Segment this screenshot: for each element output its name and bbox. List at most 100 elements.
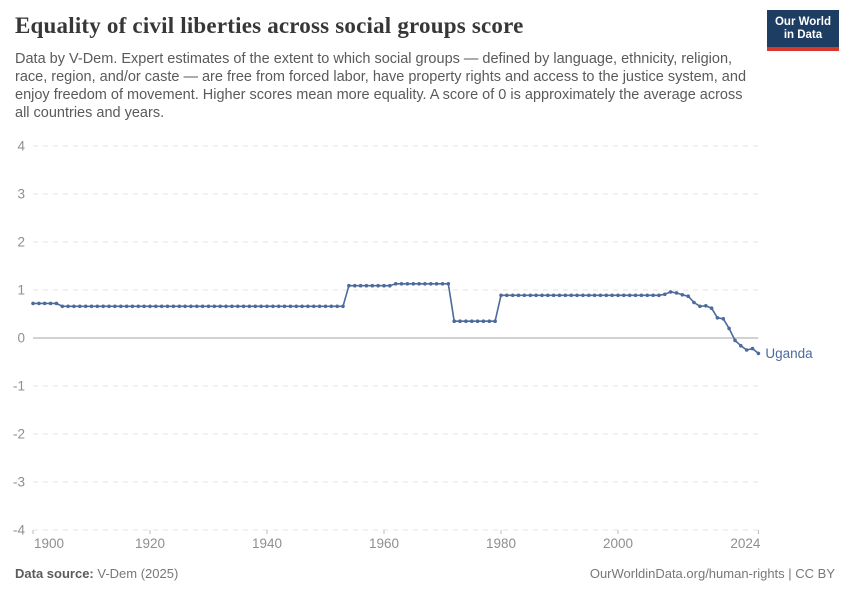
data-point[interactable]	[42, 301, 47, 306]
data-point[interactable]	[698, 304, 702, 309]
data-point[interactable]	[715, 316, 720, 320]
data-point[interactable]	[651, 293, 655, 298]
data-point[interactable]	[575, 293, 579, 298]
data-point[interactable]	[376, 283, 380, 288]
data-point[interactable]	[247, 304, 252, 309]
data-point[interactable]	[546, 293, 550, 298]
data-point[interactable]	[534, 293, 538, 298]
data-point[interactable]	[604, 293, 609, 298]
data-point[interactable]	[458, 319, 462, 323]
data-point[interactable]	[674, 291, 679, 295]
data-point[interactable]	[189, 304, 193, 309]
data-point[interactable]	[282, 304, 287, 309]
data-point[interactable]	[83, 304, 88, 309]
data-point[interactable]	[388, 283, 392, 288]
data-point[interactable]	[475, 319, 480, 323]
data-point[interactable]	[627, 293, 632, 298]
data-point[interactable]	[499, 293, 503, 298]
data-point[interactable]	[89, 304, 94, 309]
uganda-series-line[interactable]	[33, 283, 759, 355]
data-point[interactable]	[633, 293, 638, 298]
data-point[interactable]	[353, 283, 357, 288]
data-point[interactable]	[756, 351, 761, 356]
data-point[interactable]	[382, 283, 386, 288]
data-point[interactable]	[130, 304, 135, 309]
data-point[interactable]	[417, 282, 421, 286]
data-point[interactable]	[510, 293, 515, 298]
data-point[interactable]	[212, 304, 217, 309]
data-point[interactable]	[54, 301, 59, 306]
data-point[interactable]	[195, 304, 199, 309]
data-point[interactable]	[563, 293, 568, 298]
data-point[interactable]	[142, 304, 146, 309]
data-point[interactable]	[253, 304, 258, 309]
data-point[interactable]	[312, 304, 316, 309]
data-point[interactable]	[481, 319, 486, 323]
data-point[interactable]	[224, 304, 228, 309]
data-point[interactable]	[230, 304, 234, 309]
data-point[interactable]	[66, 304, 70, 309]
data-point[interactable]	[183, 304, 187, 309]
data-point[interactable]	[323, 304, 328, 309]
data-point[interactable]	[470, 319, 474, 323]
data-point[interactable]	[639, 293, 644, 298]
data-point[interactable]	[610, 293, 614, 298]
data-point[interactable]	[78, 304, 82, 309]
data-point[interactable]	[206, 304, 211, 309]
data-point[interactable]	[744, 348, 749, 352]
data-point[interactable]	[72, 304, 76, 309]
data-point[interactable]	[709, 306, 714, 310]
data-point[interactable]	[200, 304, 205, 309]
data-point[interactable]	[663, 292, 667, 297]
data-point[interactable]	[405, 282, 410, 286]
data-point[interactable]	[101, 304, 105, 309]
data-point[interactable]	[119, 304, 123, 309]
data-point[interactable]	[60, 304, 65, 309]
data-point[interactable]	[440, 282, 445, 286]
data-point[interactable]	[31, 301, 35, 306]
data-point[interactable]	[464, 319, 468, 323]
data-point[interactable]	[587, 293, 591, 298]
data-point[interactable]	[516, 293, 521, 298]
data-point[interactable]	[686, 294, 690, 298]
data-point[interactable]	[522, 293, 527, 298]
data-point[interactable]	[645, 293, 650, 298]
data-point[interactable]	[434, 282, 439, 286]
data-point[interactable]	[505, 293, 509, 298]
data-point[interactable]	[335, 304, 340, 309]
data-point[interactable]	[218, 304, 222, 309]
data-point[interactable]	[452, 319, 457, 323]
data-point[interactable]	[37, 301, 41, 306]
data-point[interactable]	[487, 319, 492, 323]
data-point[interactable]	[429, 282, 433, 286]
data-point[interactable]	[423, 282, 427, 286]
data-point[interactable]	[159, 304, 164, 309]
data-point[interactable]	[692, 300, 696, 305]
data-point[interactable]	[329, 304, 334, 309]
data-point[interactable]	[727, 326, 731, 331]
data-point[interactable]	[581, 293, 585, 298]
data-point[interactable]	[557, 293, 562, 298]
series-label-uganda[interactable]: Uganda	[765, 346, 813, 361]
data-point[interactable]	[236, 304, 240, 309]
data-point[interactable]	[680, 293, 685, 297]
data-point[interactable]	[668, 290, 673, 294]
data-point[interactable]	[148, 304, 152, 309]
data-point[interactable]	[113, 304, 117, 309]
data-point[interactable]	[177, 304, 182, 309]
chart-canvas[interactable]: 4 3 2 1 0 -1 -2 -3 -4 1900 1920 1940 1960 1980 2000 202…	[0, 135, 850, 560]
data-point[interactable]	[265, 304, 269, 309]
data-point[interactable]	[739, 343, 743, 348]
data-point[interactable]	[616, 293, 620, 298]
data-point[interactable]	[569, 293, 573, 298]
data-point[interactable]	[358, 283, 363, 288]
data-point[interactable]	[750, 346, 755, 351]
data-point[interactable]	[276, 304, 281, 309]
data-point[interactable]	[364, 283, 369, 288]
data-point[interactable]	[411, 282, 416, 286]
data-point[interactable]	[136, 304, 141, 309]
data-point[interactable]	[288, 304, 293, 309]
data-point[interactable]	[317, 304, 322, 309]
data-point[interactable]	[154, 304, 158, 309]
data-point[interactable]	[592, 293, 597, 298]
